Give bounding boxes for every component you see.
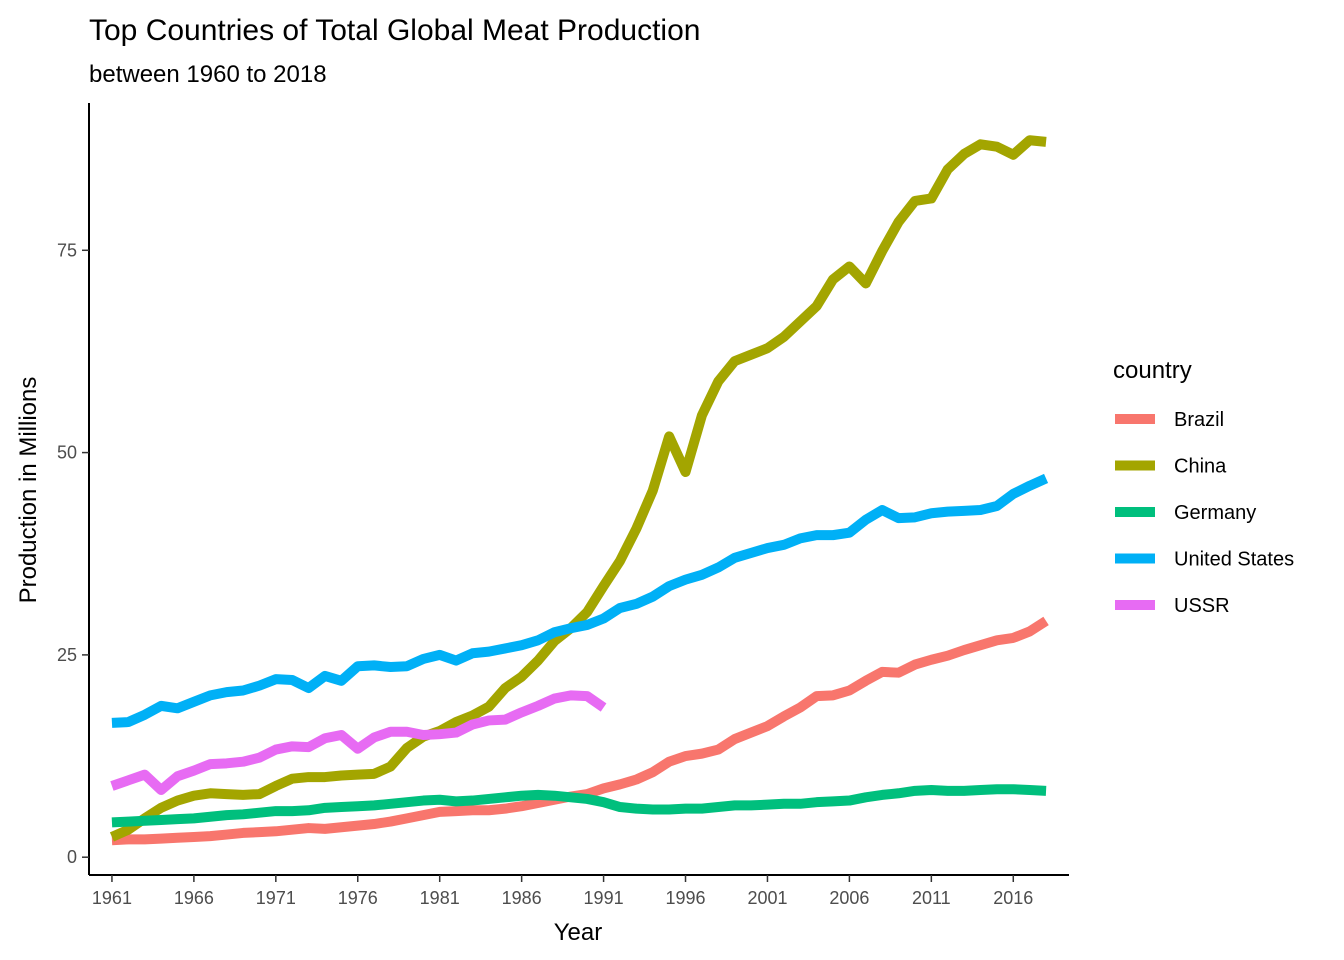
x-tick-label: 1981: [420, 888, 460, 908]
x-tick-label: 2006: [829, 888, 869, 908]
legend-item-united-states: United States: [1115, 549, 1294, 571]
series-line-china: [112, 140, 1046, 837]
x-tick-label: 1976: [338, 888, 378, 908]
x-tick-label: 2011: [912, 888, 951, 908]
x-tick-label: 2001: [747, 888, 787, 908]
x-axis-title: Year: [554, 919, 603, 946]
y-tick-label: 75: [57, 240, 77, 260]
legend-title: country: [1113, 357, 1192, 384]
x-tick-label: 1966: [174, 888, 214, 908]
series-line-united-states: [112, 478, 1046, 722]
series-line-brazil: [112, 621, 1046, 840]
y-axis: 0 25 50 75: [57, 103, 89, 875]
legend-item-ussr: USSR: [1115, 595, 1230, 617]
legend-label: Brazil: [1174, 409, 1224, 431]
x-tick-label: 1961: [92, 888, 132, 908]
legend-label: Germany: [1174, 502, 1256, 524]
legend-item-germany: Germany: [1115, 502, 1256, 524]
x-tick-label: 1996: [665, 888, 705, 908]
plot-area: [112, 140, 1046, 840]
x-tick-label: 2016: [993, 888, 1033, 908]
legend-label: USSR: [1174, 595, 1230, 617]
x-tick-label: 1986: [502, 888, 542, 908]
legend-item-brazil: Brazil: [1115, 409, 1224, 431]
x-tick-label: 1991: [584, 888, 624, 908]
legend-item-china: China: [1115, 456, 1227, 478]
y-tick-label: 50: [57, 443, 77, 463]
chart-title: Top Countries of Total Global Meat Produ…: [89, 14, 700, 47]
legend-label: United States: [1174, 549, 1294, 571]
x-tick-label: 1971: [256, 888, 296, 908]
chart-subtitle: between 1960 to 2018: [89, 61, 327, 88]
y-tick-label: 25: [57, 645, 77, 665]
y-axis-title: Production in Millions: [15, 377, 42, 604]
legend: country Brazil China Germany United States U…: [1113, 357, 1294, 617]
x-axis: 1961 1966 1971 1976 1981 1986 1991 1996 2001 2006…: [89, 875, 1069, 908]
legend-label: China: [1174, 456, 1227, 478]
y-tick-label: 0: [67, 847, 77, 867]
